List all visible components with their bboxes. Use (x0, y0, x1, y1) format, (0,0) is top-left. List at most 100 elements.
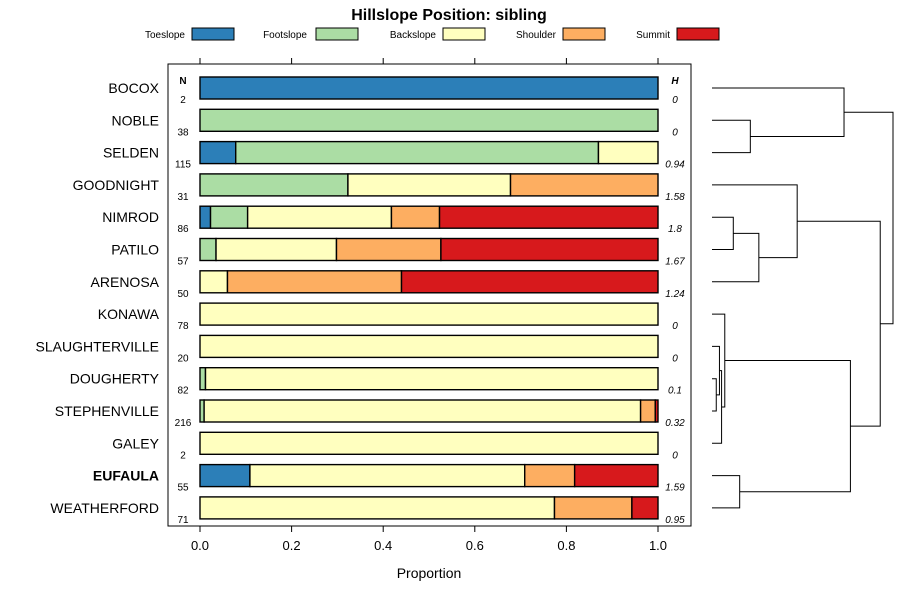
row-label-stephenville: STEPHENVILLE (55, 403, 159, 419)
bar-slaughterville-backslope (199, 334, 659, 359)
h-label-patilo: 1.67 (665, 257, 685, 268)
dendrogram-link-10 (724, 360, 851, 493)
bar-noble-footslope (199, 108, 659, 133)
n-label-slaughterville: 20 (177, 353, 189, 364)
bar-eufaula-backslope (249, 463, 526, 488)
legend-label-toeslope: Toeslope (145, 30, 185, 41)
h-label-noble: 0 (672, 127, 678, 138)
dendrogram-link-5 (712, 378, 717, 412)
bar-nimrod-backslope (246, 205, 393, 229)
h-label-weatherford: 0.95 (665, 515, 685, 526)
n-label-stephenville: 216 (175, 418, 192, 429)
bar-bocox-toeslope (199, 76, 659, 100)
bar-stephenville-summit (654, 399, 659, 423)
h-label-bocox: 0 (672, 95, 678, 106)
row-label-weatherford: WEATHERFORD (50, 500, 159, 516)
dendrogram-link-4 (712, 184, 798, 259)
row-label-eufaula: EUFAULA (93, 468, 159, 484)
legend-label-backslope: Backslope (390, 30, 437, 41)
bar-nimrod-shoulder (390, 205, 441, 229)
h-label-stephenville: 0.32 (665, 418, 685, 429)
legend-swatch-shoulder (562, 27, 606, 41)
dendrogram-link-2 (712, 216, 734, 250)
plot-frame (167, 63, 692, 527)
bar-patilo-summit (440, 237, 659, 262)
bar-dougherty-backslope (204, 367, 659, 391)
h-label-eufaula: 1.59 (665, 483, 685, 494)
bar-eufaula-toeslope (199, 463, 251, 488)
bar-weatherford-summit (631, 496, 659, 520)
row-label-bocox: BOCOX (108, 80, 159, 96)
bar-nimrod-footslope (209, 205, 249, 229)
legend-swatch-backslope (442, 27, 486, 41)
bar-konawa-backslope (199, 302, 659, 326)
h-column-header: H (671, 76, 679, 87)
h-label-dougherty: 0.1 (668, 386, 682, 397)
dendrogram-link-7 (712, 370, 723, 444)
dendrogram-link-1 (712, 87, 845, 137)
bar-patilo-footslope (199, 237, 217, 262)
bar-dougherty-footslope (199, 367, 207, 391)
n-label-eufaula: 55 (177, 483, 189, 494)
n-labels: 2 38 115 31 86 57 50 78 20 82 216 2 55 71 (175, 95, 192, 526)
legend-label-footslope: Footslope (263, 30, 307, 41)
bar-goodnight-shoulder (509, 173, 659, 197)
chart-title: Hillslope Position: sibling (351, 7, 547, 24)
n-column-header: N (179, 76, 186, 87)
x-tick-label-3: 0.6 (466, 538, 484, 553)
bar-weatherford-backslope (199, 496, 556, 520)
row-label-patilo: PATILO (111, 242, 159, 258)
dendrogram-link-3 (712, 232, 760, 283)
n-label-konawa: 78 (177, 321, 189, 332)
legend-label-shoulder: Shoulder (516, 30, 557, 41)
bar-selden-backslope (597, 140, 659, 165)
bar-eufaula-shoulder (524, 463, 576, 488)
legend-swatch-toeslope (191, 27, 235, 41)
bar-patilo-backslope (215, 237, 338, 262)
x-tick-label-1: 0.2 (283, 538, 301, 553)
dendrogram-link-6 (712, 345, 720, 396)
legend: Toeslope Footslope Backslope Shoulder Summit (145, 27, 720, 41)
h-labels: 0 0 0.94 1.58 1.8 1.67 1.24 0 0 0.1 0.32 0 1.59 0.95 (665, 95, 685, 526)
row-label-goodnight: GOODNIGHT (73, 177, 160, 193)
bar-arenosa-shoulder (226, 270, 403, 294)
x-tick-label-2: 0.4 (374, 538, 392, 553)
n-label-nimrod: 86 (177, 224, 189, 235)
n-label-dougherty: 82 (177, 386, 189, 397)
row-label-noble: NOBLE (112, 112, 159, 128)
n-label-galey: 2 (180, 450, 186, 461)
dendrogram (712, 87, 894, 509)
x-tick-label-5: 1.0 (649, 538, 667, 553)
h-label-konawa: 0 (672, 321, 678, 332)
row-label-konawa: KONAWA (98, 306, 160, 322)
stacked-bars (199, 76, 659, 520)
n-label-bocox: 2 (180, 95, 186, 106)
n-label-noble: 38 (177, 127, 189, 138)
legend-label-summit: Summit (636, 30, 670, 41)
dendrogram-link-11 (797, 220, 881, 427)
x-axis-label: Proportion (397, 565, 462, 581)
dendrogram-link-12 (844, 111, 894, 325)
bar-arenosa-summit (400, 270, 659, 294)
bar-arenosa-backslope (199, 270, 229, 294)
legend-swatch-footslope (315, 27, 359, 41)
x-tick-label-4: 0.8 (557, 538, 575, 553)
bar-goodnight-footslope (199, 173, 349, 197)
h-label-nimrod: 1.8 (668, 224, 682, 235)
row-labels: BOCOX NOBLE SELDEN GOODNIGHT NIMROD PATILO ARE… (36, 80, 160, 516)
h-label-goodnight: 1.58 (665, 192, 685, 203)
bar-patilo-shoulder (335, 237, 442, 262)
legend-swatch-summit (676, 27, 720, 41)
row-label-slaughterville: SLAUGHTERVILLE (36, 338, 159, 354)
bar-nimrod-toeslope (199, 205, 212, 229)
h-label-arenosa: 1.24 (665, 289, 685, 300)
n-label-patilo: 57 (177, 257, 189, 268)
dendrogram-link-9 (712, 475, 741, 509)
row-label-galey: GALEY (112, 435, 159, 451)
bar-nimrod-summit (438, 205, 659, 229)
bar-selden-toeslope (199, 140, 237, 165)
dendrogram-link-0 (712, 119, 751, 154)
bar-goodnight-backslope (347, 173, 512, 197)
h-label-selden: 0.94 (665, 160, 685, 171)
